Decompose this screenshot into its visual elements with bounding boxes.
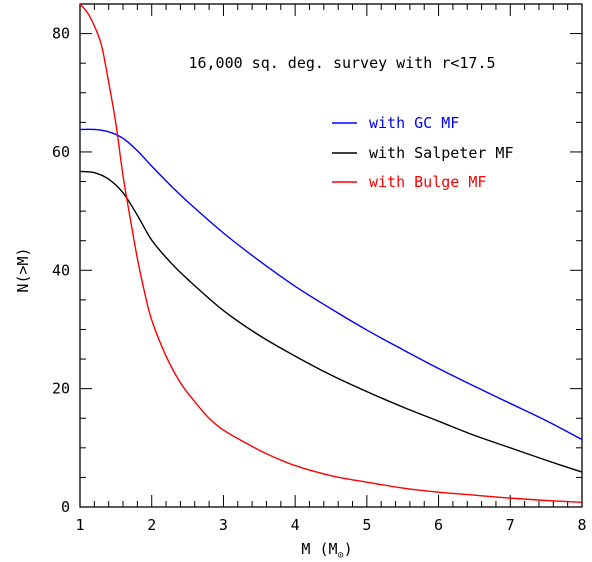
x-tick-label: 4 [291, 516, 300, 534]
y-tick-label: 40 [52, 261, 70, 279]
x-tick-label: 1 [75, 516, 84, 534]
legend-label: with GC MF [369, 114, 459, 132]
x-tick-label: 7 [506, 516, 515, 534]
x-tick-label: 5 [362, 516, 371, 534]
y-tick-label: 0 [61, 498, 70, 516]
plot-border [79, 3, 583, 508]
legend-label: with Bulge MF [369, 173, 486, 191]
y-tick-label: 80 [52, 25, 70, 43]
axis-ticks [79, 3, 583, 508]
x-tick-label: 2 [147, 516, 156, 534]
y-tick-label: 20 [52, 380, 70, 398]
legend: with GC MF with Salpeter MF with Bulge MF [332, 114, 514, 191]
x-axis-title-subscript: ⊙ [338, 550, 344, 561]
series-line-with-gc-mf [79, 128, 583, 441]
survey-annotation: 16,000 sq. deg. survey with r<17.5 [188, 54, 495, 72]
plot-frame [79, 3, 583, 508]
series-lines [79, 3, 583, 503]
y-tick-label: 60 [52, 143, 70, 161]
y-axis-title: N(>M) [14, 247, 32, 292]
x-tick-label: 3 [219, 516, 228, 534]
x-axis-title-main: M (M [301, 540, 337, 558]
series-line-with-salpeter-mf [79, 170, 583, 473]
x-tick-label: 6 [434, 516, 443, 534]
legend-label: with Salpeter MF [369, 144, 514, 162]
x-axis-title-close: ) [344, 540, 353, 558]
x-axis-title: M (M⊙) [301, 540, 352, 561]
x-tick-label: 8 [577, 516, 586, 534]
series-line-with-bulge-mf [79, 3, 583, 503]
